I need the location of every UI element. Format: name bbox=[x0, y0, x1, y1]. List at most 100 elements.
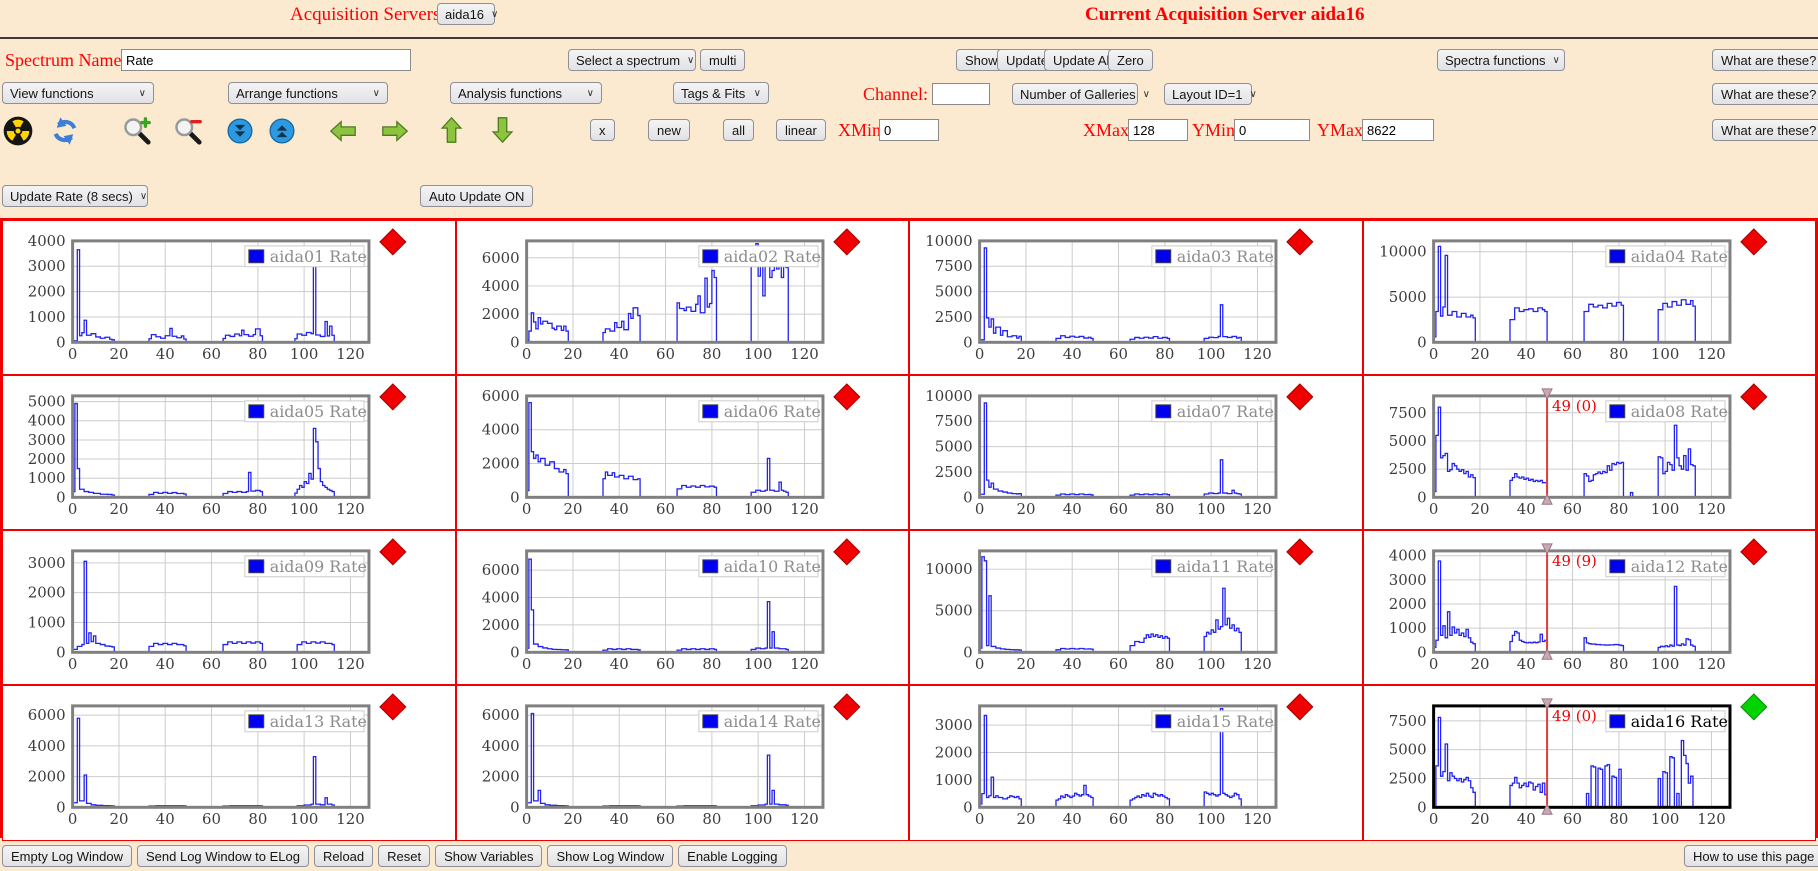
legend-swatch bbox=[1608, 559, 1625, 574]
arrange-functions-dropdown[interactable]: Arrange functions ∨ bbox=[228, 82, 388, 104]
footer-enable-logging-button[interactable]: Enable Logging bbox=[678, 845, 787, 867]
svg-text:5000: 5000 bbox=[1388, 288, 1426, 306]
what-are-these-button-3[interactable]: What are these? bbox=[1712, 119, 1818, 141]
footer-reset-button[interactable]: Reset bbox=[378, 845, 431, 867]
what-are-these-button-1[interactable]: What are these? bbox=[1712, 49, 1818, 71]
spectrum-cell-aida01[interactable]: 0 1000 2000 3000 4000 0 20 40 60 80 100 120 aida01 R… bbox=[2, 220, 456, 376]
what-are-these-button-2[interactable]: What are these? bbox=[1712, 83, 1818, 105]
xmin-input[interactable] bbox=[879, 119, 939, 141]
view-functions-dropdown[interactable]: View functions ∨ bbox=[2, 82, 154, 104]
svg-text:80: 80 bbox=[248, 345, 267, 363]
arrow-down-icon[interactable] bbox=[488, 115, 518, 145]
spectrum-cell-aida08[interactable]: 0 2500 5000 7500 0 20 40 60 80 100 120 aida08 Rate 4… bbox=[1362, 375, 1816, 531]
new-button[interactable]: new bbox=[648, 119, 690, 141]
arrow-left-icon[interactable] bbox=[328, 117, 358, 147]
double-up-icon[interactable] bbox=[269, 118, 295, 144]
spectrum-cell-aida05[interactable]: 0 1000 2000 3000 4000 5000 0 20 40 60 80 100 120 aida… bbox=[2, 375, 456, 531]
svg-text:aida13 Rate: aida13 Rate bbox=[270, 712, 367, 731]
radiation-icon[interactable] bbox=[3, 116, 33, 146]
spectrum-cell-aida02[interactable]: 0 2000 4000 6000 0 20 40 60 80 100 120 aida02 Rate bbox=[455, 220, 909, 376]
number-of-galleries-dropdown[interactable]: Number of Galleries ∨ bbox=[1012, 83, 1150, 105]
analysis-functions-dropdown[interactable]: Analysis functions ∨ bbox=[450, 82, 602, 104]
svg-text:80: 80 bbox=[248, 811, 267, 829]
update-button[interactable]: Update bbox=[997, 49, 1057, 71]
footer-show-variables-button[interactable]: Show Variables bbox=[435, 845, 543, 867]
xmax-input[interactable] bbox=[1128, 119, 1188, 141]
spectrum-cell-aida09[interactable]: 0 1000 2000 3000 0 20 40 60 80 100 120 aida09 Rate bbox=[2, 530, 456, 686]
legend-aida10: aida10 Rate bbox=[697, 555, 820, 578]
spectrum-cell-aida15[interactable]: 0 1000 2000 3000 0 20 40 60 80 100 120 aida15 Rate bbox=[909, 685, 1363, 841]
footer-empty-log-window-button[interactable]: Empty Log Window bbox=[2, 845, 132, 867]
ymax-input[interactable] bbox=[1362, 119, 1434, 141]
svg-text:40: 40 bbox=[1063, 811, 1082, 829]
spectrum-cell-aida13[interactable]: 0 2000 4000 6000 0 20 40 60 80 100 120 aida13 Rate bbox=[2, 685, 456, 841]
status-diamond-aida08 bbox=[1739, 383, 1767, 411]
zoom-in-icon[interactable] bbox=[122, 116, 152, 146]
refresh-icon[interactable] bbox=[50, 116, 80, 146]
svg-text:2000: 2000 bbox=[481, 616, 519, 634]
legend-aida01: aida01 Rate bbox=[244, 245, 367, 268]
spectrum-cell-aida11[interactable]: 0 5000 10000 0 20 40 60 80 100 120 aida11 Rate bbox=[909, 530, 1363, 686]
svg-text:1000: 1000 bbox=[28, 308, 66, 326]
channel-marker-aida16[interactable]: 49 (0) bbox=[1540, 698, 1597, 816]
arrow-up-icon[interactable] bbox=[437, 115, 467, 145]
svg-text:aida11 Rate: aida11 Rate bbox=[1177, 557, 1274, 576]
spectrum-cell-aida10[interactable]: 0 2000 4000 6000 0 20 40 60 80 100 120 aida10 Rate bbox=[455, 530, 909, 686]
how-to-use-button[interactable]: How to use this page bbox=[1684, 845, 1818, 867]
spectrum-cell-aida03[interactable]: 0 2500 5000 7500 10000 0 20 40 60 80 100 120 aida03 … bbox=[909, 220, 1363, 376]
channel-marker-aida12[interactable]: 49 (9) bbox=[1540, 543, 1597, 661]
number-of-galleries-value: Number of Galleries bbox=[1020, 86, 1136, 102]
legend-aida02: aida02 Rate bbox=[697, 245, 820, 268]
multi-button[interactable]: multi bbox=[700, 49, 746, 71]
spectrum-cell-aida04[interactable]: 0 5000 10000 0 20 40 60 80 100 120 aida04 Rate bbox=[1362, 220, 1816, 376]
tags-fits-dropdown[interactable]: Tags & Fits ∨ bbox=[673, 82, 769, 104]
spectrum-cell-aida06[interactable]: 0 2000 4000 6000 0 20 40 60 80 100 120 aida06 Rate bbox=[455, 375, 909, 531]
svg-text:20: 20 bbox=[563, 345, 582, 363]
svg-text:60: 60 bbox=[1563, 811, 1582, 829]
footer-reload-button[interactable]: Reload bbox=[313, 845, 374, 867]
arrow-right-icon[interactable] bbox=[380, 117, 410, 147]
svg-text:100: 100 bbox=[1650, 500, 1678, 518]
update-all-button[interactable]: Update All bbox=[1044, 49, 1122, 71]
acquisition-server-select[interactable]: aida16 ∨ bbox=[437, 3, 498, 25]
svg-text:60: 60 bbox=[1563, 656, 1582, 674]
spectrum-plot-aida13: 0 2000 4000 6000 0 20 40 60 80 100 120 aida13 Rate bbox=[28, 693, 407, 829]
x-scale-button[interactable]: x bbox=[590, 119, 615, 141]
zoom-out-icon[interactable] bbox=[173, 116, 203, 146]
spectrum-cell-aida16[interactable]: 0 2500 5000 7500 0 20 40 60 80 100 120 aida16 Rate 4… bbox=[1362, 685, 1816, 841]
ymin-input[interactable] bbox=[1234, 119, 1310, 141]
xmin-label: XMin bbox=[838, 120, 882, 140]
channel-input[interactable] bbox=[932, 83, 990, 105]
footer-send-log-window-to-elog-button[interactable]: Send Log Window to ELog bbox=[137, 845, 309, 867]
tags-fits-value: Tags & Fits bbox=[681, 85, 746, 101]
spectrum-cell-aida07[interactable]: 0 2500 5000 7500 10000 0 20 40 60 80 100 120 aida07 … bbox=[909, 375, 1363, 531]
spectrum-cell-aida14[interactable]: 0 2000 4000 6000 0 20 40 60 80 100 120 aida14 Rate bbox=[455, 685, 909, 841]
svg-text:100: 100 bbox=[1650, 811, 1678, 829]
double-down-icon[interactable] bbox=[227, 118, 253, 144]
svg-text:4000: 4000 bbox=[481, 737, 519, 755]
plot-border-aida08 bbox=[1431, 394, 1731, 499]
footer-show-log-window-button[interactable]: Show Log Window bbox=[547, 845, 674, 867]
acquisition-servers-label: Acquisition Servers bbox=[290, 4, 441, 25]
svg-text:20: 20 bbox=[563, 656, 582, 674]
svg-text:5000: 5000 bbox=[935, 602, 973, 620]
spectrum-name-input[interactable] bbox=[121, 49, 411, 71]
spectrum-cell-aida12[interactable]: 0 1000 2000 3000 4000 0 20 40 60 80 100 120 aida12 R… bbox=[1362, 530, 1816, 686]
select-spectrum-dropdown[interactable]: Select a spectrum ∨ bbox=[568, 49, 696, 71]
svg-text:0: 0 bbox=[68, 811, 77, 829]
linear-button[interactable]: linear bbox=[776, 119, 826, 141]
svg-text:40: 40 bbox=[1516, 656, 1535, 674]
all-button[interactable]: all bbox=[723, 119, 755, 141]
show-button[interactable]: Show bbox=[956, 49, 1007, 71]
svg-text:2000: 2000 bbox=[481, 455, 519, 473]
auto-update-button[interactable]: Auto Update ON bbox=[420, 185, 534, 207]
status-diamond-aida07 bbox=[1286, 383, 1314, 411]
spectra-functions-dropdown[interactable]: Spectra functions ∨ bbox=[1437, 49, 1565, 71]
svg-text:120: 120 bbox=[1243, 500, 1271, 518]
channel-marker-aida08[interactable]: 49 (0) bbox=[1540, 388, 1597, 505]
update-rate-dropdown[interactable]: Update Rate (8 secs) ∨ bbox=[2, 185, 148, 207]
zero-button[interactable]: Zero bbox=[1108, 49, 1153, 71]
svg-text:20: 20 bbox=[1016, 656, 1035, 674]
layout-id-dropdown[interactable]: Layout ID=1 ∨ bbox=[1164, 83, 1257, 105]
